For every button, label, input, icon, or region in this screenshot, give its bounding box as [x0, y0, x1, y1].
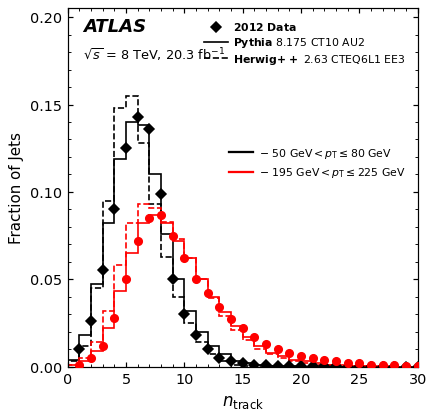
Y-axis label: Fraction of Jets: Fraction of Jets: [9, 132, 24, 244]
Text: $\sqrt{s}$ = 8 TeV, 20.3 fb$^{-1}$: $\sqrt{s}$ = 8 TeV, 20.3 fb$^{-1}$: [83, 47, 226, 64]
Text: ATLAS: ATLAS: [83, 18, 146, 36]
Legend: $-\ 50\ \mathrm{GeV} < p_\mathrm{T} \leq 80\ \mathrm{GeV}$, $-\ 195\ \mathrm{GeV: $-\ 50\ \mathrm{GeV} < p_\mathrm{T} \leq…: [226, 143, 409, 183]
X-axis label: $n_\mathrm{track}$: $n_\mathrm{track}$: [221, 392, 264, 410]
